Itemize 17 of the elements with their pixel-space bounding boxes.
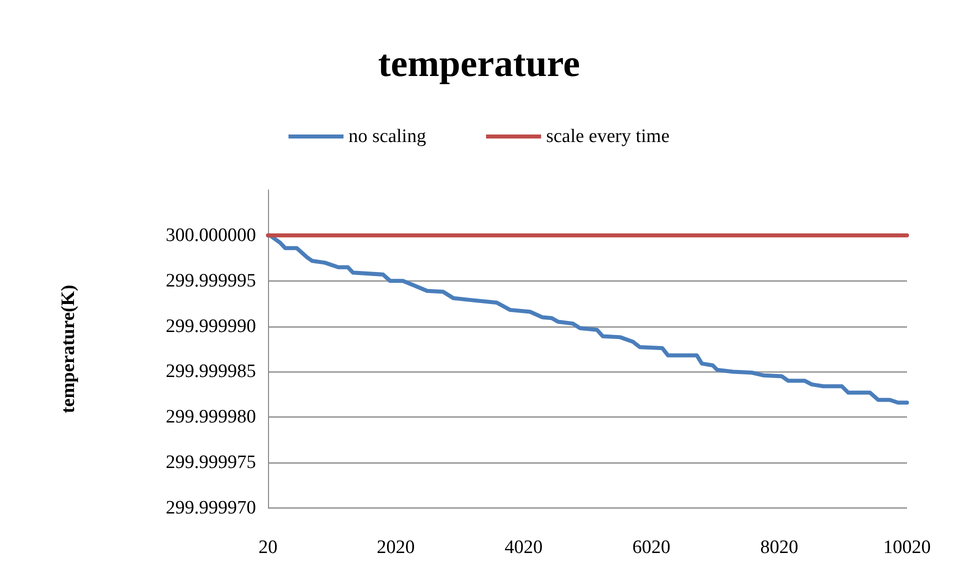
y-axis-title: temperature(K) <box>58 284 79 414</box>
x-tick-label: 8020 <box>760 537 798 558</box>
y-tick-label: 299.999970 <box>166 498 256 518</box>
x-tick-label: 4020 <box>504 537 543 558</box>
x-tick-label: 2020 <box>376 537 415 558</box>
y-tick-label: 299.999995 <box>166 270 256 292</box>
y-tick-label: 299.999975 <box>166 452 256 474</box>
legend-label: no scaling <box>348 126 427 147</box>
y-tick-label: 299.999985 <box>166 361 256 382</box>
y-tick-label: 299.999980 <box>166 406 256 428</box>
legend-label: scale every time <box>546 126 670 147</box>
x-tick-label: 10020 <box>883 537 931 558</box>
x-tick-label: 20 <box>258 537 278 558</box>
x-tick-label: 6020 <box>632 537 670 558</box>
y-tick-label: 300.000000 <box>166 224 256 246</box>
y-tick-label: 299.999990 <box>166 316 256 337</box>
chart-title: temperature <box>378 43 580 85</box>
